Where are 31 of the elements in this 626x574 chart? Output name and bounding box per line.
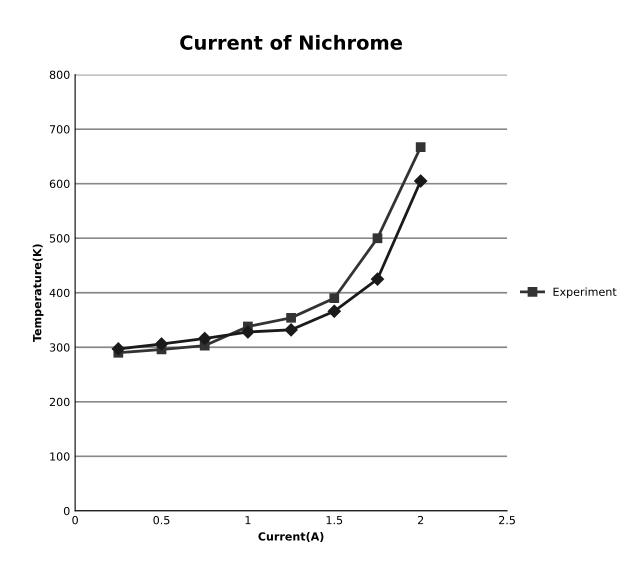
chart-title: Current of Nichrome bbox=[180, 34, 402, 50]
y-tick-label: 500 bbox=[50, 234, 70, 243]
point bbox=[241, 325, 254, 339]
point bbox=[284, 323, 298, 336]
point bbox=[329, 293, 340, 304]
point bbox=[370, 272, 384, 286]
x-tick-label: 2 bbox=[418, 516, 424, 524]
point bbox=[286, 312, 296, 323]
x-tick-label: 0 bbox=[72, 516, 78, 524]
point bbox=[414, 174, 428, 188]
point bbox=[112, 342, 125, 356]
y-tick-label: 700 bbox=[50, 125, 70, 134]
legend-label: Experiment bbox=[554, 287, 616, 298]
x-axis-title: Current(A) bbox=[258, 532, 324, 542]
point bbox=[372, 233, 382, 244]
y-tick-label: 300 bbox=[50, 343, 70, 352]
y-tick-label: 100 bbox=[50, 452, 70, 461]
x-tick-label: 2.5 bbox=[499, 516, 515, 524]
point bbox=[416, 142, 426, 152]
y-axis-title: Temperature(K) bbox=[32, 244, 44, 342]
point bbox=[328, 304, 341, 318]
point bbox=[198, 332, 212, 346]
x-tick-label: 1 bbox=[246, 516, 250, 524]
y-tick-label: 800 bbox=[50, 70, 70, 79]
point bbox=[154, 337, 168, 351]
x-tick-label: 0.5 bbox=[153, 516, 170, 524]
y-tick-label: 0 bbox=[64, 506, 70, 516]
y-tick-label: 200 bbox=[50, 398, 70, 406]
y-tick-label: 600 bbox=[50, 180, 70, 188]
x-tick-label: 1.5 bbox=[326, 516, 342, 524]
y-tick-label: 400 bbox=[50, 288, 70, 298]
